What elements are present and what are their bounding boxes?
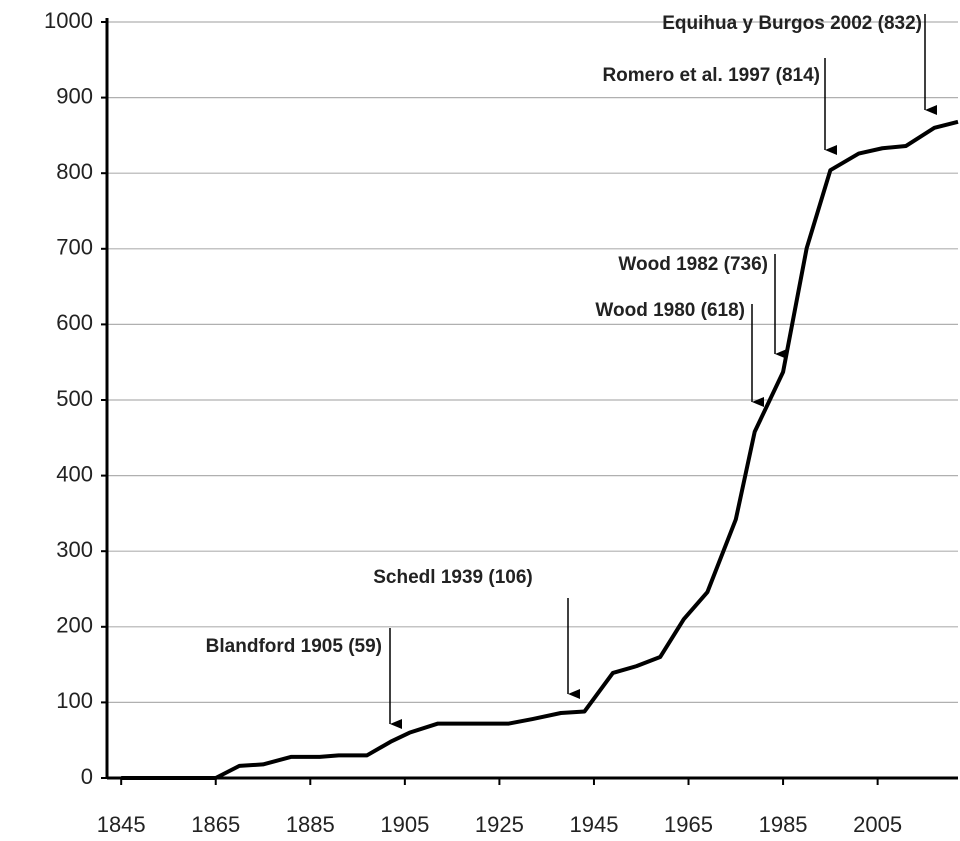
x-tick-label: 1865	[191, 812, 240, 837]
annotation: Blandford 1905 (59)	[206, 636, 382, 657]
annotation: Romero et al. 1997 (814)	[602, 65, 820, 86]
x-tick-label: 1905	[380, 812, 429, 837]
y-tick-label: 100	[56, 688, 93, 713]
x-tick-label: 1985	[759, 812, 808, 837]
y-tick-label: 400	[56, 461, 93, 486]
y-tick-label: 700	[56, 235, 93, 260]
x-tick-label: 1845	[97, 812, 146, 837]
x-tick-label: 1945	[569, 812, 618, 837]
y-tick-label: 200	[56, 613, 93, 638]
x-tick-label: 1925	[475, 812, 524, 837]
annotation: Wood 1982 (736)	[618, 254, 768, 275]
y-tick-label: 1000	[44, 8, 93, 33]
annotation: Equihua y Burgos 2002 (832)	[662, 13, 922, 34]
x-tick-label: 1965	[664, 812, 713, 837]
annotation: Wood 1980 (618)	[595, 300, 745, 321]
y-tick-label: 600	[56, 310, 93, 335]
y-tick-label: 300	[56, 537, 93, 562]
y-tick-label: 500	[56, 386, 93, 411]
x-tick-label: 2005	[853, 812, 902, 837]
y-tick-label: 0	[81, 764, 93, 789]
y-tick-label: 800	[56, 159, 93, 184]
data-line	[121, 119, 959, 780]
x-tick-label: 1885	[286, 812, 335, 837]
annotation: Schedl 1939 (106)	[373, 567, 532, 588]
y-tick-label: 900	[56, 83, 93, 108]
